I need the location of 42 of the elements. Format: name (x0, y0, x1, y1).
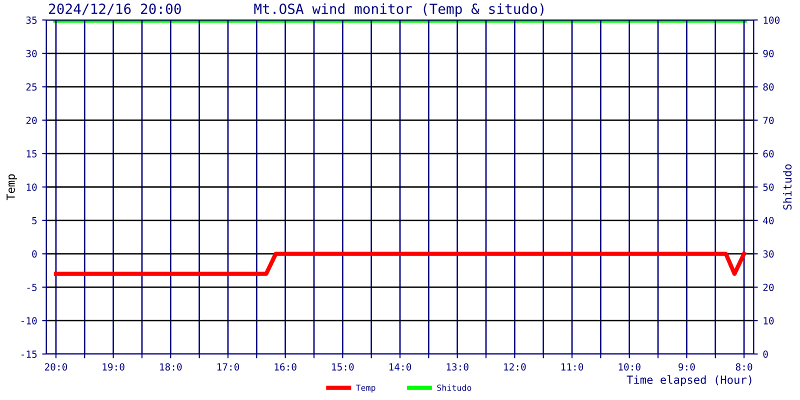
x-tick-label: 14:0 (389, 363, 412, 371)
chart-title: Mt.OSA wind monitor (Temp & situdo) (254, 3, 544, 17)
y-tick-label: 30 (26, 50, 37, 58)
y2-tick-label: 0 (763, 350, 768, 358)
x-tick-label: 16:0 (274, 363, 296, 371)
y2-tick-label: 60 (763, 150, 774, 158)
y2-tick-label: 100 (764, 16, 780, 24)
y-axis-title: Temp (6, 174, 18, 200)
y-tick-label: 5 (32, 217, 37, 224)
x-tick-label: 19:0 (102, 363, 124, 371)
x-tick-label: 11:0 (561, 363, 584, 371)
x-tick-label: 13:0 (446, 363, 468, 371)
chart-subtitle: 2024/12/16 20:00 (49, 4, 181, 16)
y2-axis-title: Shitudo (783, 164, 792, 210)
x-axis-title: Time elapsed (Hour) (626, 375, 752, 386)
y-tick-label: 15 (26, 150, 37, 158)
x-tick-label: 18:0 (160, 363, 182, 371)
x-tick-label: 10:0 (618, 363, 640, 371)
y2-tick-label: 30 (763, 250, 774, 258)
legend-label: Shitudo (437, 384, 472, 391)
x-tick-label: 8:0 (736, 363, 752, 371)
y-tick-label: -10 (22, 317, 37, 324)
y-tick-label: -15 (22, 350, 37, 358)
x-tick-label: 20:0 (44, 363, 68, 371)
y2-tick-label: 10 (764, 317, 774, 324)
y-tick-label: 35 (26, 16, 37, 24)
y2-tick-label: 50 (763, 184, 774, 191)
y2-tick-label: 20 (763, 284, 774, 292)
x-tick-label: 17:0 (217, 363, 240, 371)
y-tick-label: 10 (26, 184, 37, 191)
y2-tick-label: 90 (763, 50, 774, 58)
y-tick-label: 20 (26, 116, 37, 124)
y2-tick-label: 40 (763, 216, 774, 224)
x-tick-label: 9:0 (678, 363, 695, 371)
y-tick-label: -5 (27, 284, 37, 292)
y-tick-label: 0 (32, 250, 37, 258)
y-tick-label: 25 (26, 83, 37, 91)
x-tick-label: 15:0 (332, 363, 354, 371)
x-tick-label: 12:0 (504, 363, 526, 371)
legend-label: Temp (356, 384, 376, 392)
y2-tick-label: 80 (763, 83, 774, 91)
y2-tick-label: 70 (763, 116, 774, 124)
